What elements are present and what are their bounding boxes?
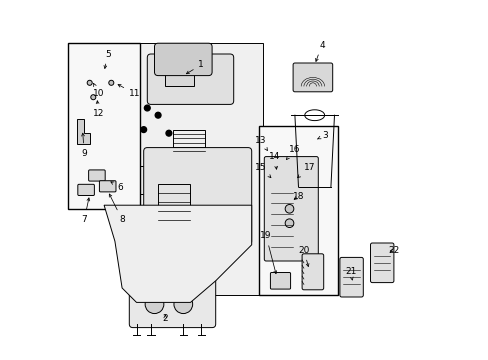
FancyBboxPatch shape bbox=[154, 43, 212, 76]
Text: 3: 3 bbox=[317, 131, 328, 140]
Circle shape bbox=[91, 95, 96, 100]
Text: 22: 22 bbox=[387, 246, 399, 255]
Bar bbox=[158, 184, 190, 220]
Circle shape bbox=[166, 130, 171, 136]
Circle shape bbox=[155, 112, 161, 118]
FancyBboxPatch shape bbox=[99, 181, 116, 192]
Text: 2: 2 bbox=[162, 314, 168, 323]
Bar bbox=[172, 130, 204, 151]
Text: 11: 11 bbox=[118, 85, 140, 98]
Circle shape bbox=[145, 295, 163, 314]
FancyBboxPatch shape bbox=[143, 148, 251, 245]
PathPatch shape bbox=[104, 205, 251, 302]
Text: 14: 14 bbox=[269, 152, 280, 169]
Text: 5: 5 bbox=[104, 50, 110, 68]
Circle shape bbox=[174, 295, 192, 314]
Circle shape bbox=[108, 80, 114, 85]
FancyBboxPatch shape bbox=[147, 54, 233, 104]
Text: 18: 18 bbox=[292, 192, 304, 201]
FancyBboxPatch shape bbox=[339, 257, 363, 297]
Text: 16: 16 bbox=[286, 145, 300, 159]
Text: 10: 10 bbox=[93, 84, 104, 98]
Bar bbox=[129, 43, 262, 295]
Text: 15: 15 bbox=[254, 163, 270, 177]
Circle shape bbox=[144, 105, 150, 111]
Bar bbox=[68, 43, 140, 209]
FancyBboxPatch shape bbox=[370, 243, 393, 283]
Text: 4: 4 bbox=[315, 41, 324, 62]
Circle shape bbox=[285, 204, 293, 213]
Text: 13: 13 bbox=[254, 136, 267, 150]
Text: 8: 8 bbox=[109, 194, 125, 224]
Circle shape bbox=[87, 80, 92, 85]
Bar bbox=[140, 166, 165, 194]
Text: 21: 21 bbox=[345, 267, 356, 280]
Bar bbox=[165, 72, 194, 86]
Circle shape bbox=[141, 127, 146, 132]
Text: 9: 9 bbox=[81, 133, 87, 158]
FancyBboxPatch shape bbox=[270, 273, 290, 289]
FancyBboxPatch shape bbox=[78, 184, 94, 195]
FancyBboxPatch shape bbox=[302, 254, 323, 290]
Text: 1: 1 bbox=[186, 60, 204, 74]
Circle shape bbox=[285, 219, 293, 228]
Text: 19: 19 bbox=[260, 231, 276, 274]
Bar bbox=[258, 126, 337, 295]
FancyBboxPatch shape bbox=[88, 170, 105, 181]
Text: 20: 20 bbox=[298, 246, 309, 266]
FancyBboxPatch shape bbox=[264, 157, 318, 261]
FancyBboxPatch shape bbox=[129, 277, 215, 328]
FancyBboxPatch shape bbox=[292, 63, 332, 92]
Polygon shape bbox=[77, 119, 89, 144]
Text: 6: 6 bbox=[111, 182, 123, 192]
Text: 17: 17 bbox=[297, 163, 314, 177]
Text: 7: 7 bbox=[81, 198, 89, 224]
Text: 12: 12 bbox=[93, 101, 104, 118]
